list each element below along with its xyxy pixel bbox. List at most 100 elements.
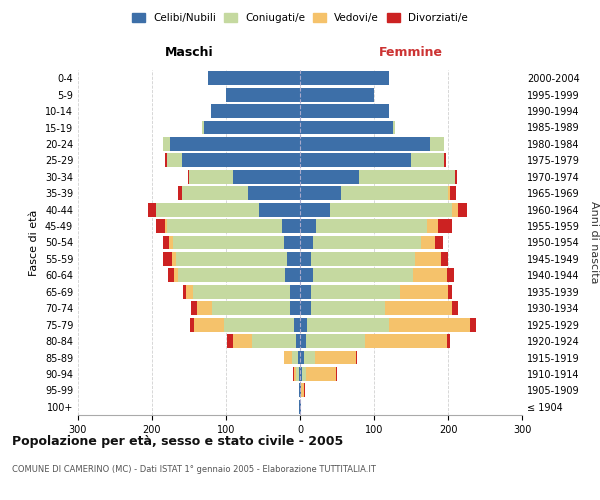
Bar	[163, 236, 169, 250]
Bar	[300, 268, 313, 282]
Bar	[450, 186, 456, 200]
Bar	[389, 318, 470, 332]
Bar	[452, 301, 458, 315]
Bar	[335, 367, 337, 381]
Bar	[299, 384, 300, 398]
Bar	[293, 367, 294, 381]
Bar	[281, 219, 300, 233]
Bar	[311, 285, 400, 299]
Bar	[194, 318, 224, 332]
Bar	[300, 384, 301, 398]
Bar	[299, 367, 300, 381]
Bar	[156, 202, 259, 216]
Bar	[413, 268, 446, 282]
Bar	[300, 88, 374, 102]
Bar	[300, 400, 301, 414]
Bar	[182, 186, 248, 200]
Bar	[300, 350, 304, 364]
Bar	[173, 236, 284, 250]
Bar	[300, 71, 389, 85]
Bar	[204, 120, 300, 134]
Bar	[356, 350, 357, 364]
Bar	[301, 384, 304, 398]
Bar	[176, 252, 287, 266]
Bar	[365, 334, 446, 348]
Bar	[189, 170, 233, 184]
Bar	[430, 137, 445, 151]
Bar	[315, 350, 356, 364]
Bar	[193, 285, 290, 299]
Bar	[341, 186, 448, 200]
Bar	[452, 202, 458, 216]
Bar	[400, 285, 448, 299]
Bar	[167, 154, 182, 168]
Bar	[285, 268, 300, 282]
Bar	[300, 301, 311, 315]
Bar	[290, 301, 300, 315]
Bar	[300, 219, 316, 233]
Bar	[174, 268, 178, 282]
Bar	[307, 318, 389, 332]
Bar	[300, 202, 329, 216]
Bar	[233, 170, 300, 184]
Bar	[448, 186, 450, 200]
Bar	[164, 219, 167, 233]
Bar	[290, 285, 300, 299]
Bar	[300, 318, 307, 332]
Bar	[439, 219, 452, 233]
Bar	[252, 334, 296, 348]
Bar	[300, 137, 430, 151]
Text: Femmine: Femmine	[379, 46, 443, 59]
Bar	[411, 154, 445, 168]
Bar	[178, 268, 285, 282]
Bar	[304, 350, 315, 364]
Bar	[455, 170, 457, 184]
Bar	[306, 367, 335, 381]
Bar	[313, 236, 421, 250]
Bar	[186, 285, 193, 299]
Bar	[167, 219, 281, 233]
Bar	[415, 252, 440, 266]
Y-axis label: Fasce di età: Fasce di età	[29, 210, 39, 276]
Bar	[172, 252, 176, 266]
Bar	[440, 252, 448, 266]
Bar	[183, 285, 186, 299]
Bar	[211, 104, 300, 118]
Bar	[163, 137, 170, 151]
Bar	[170, 137, 300, 151]
Bar	[359, 170, 455, 184]
Bar	[436, 236, 443, 250]
Bar	[306, 334, 365, 348]
Legend: Celibi/Nubili, Coniugati/e, Vedovi/e, Divorziati/e: Celibi/Nubili, Coniugati/e, Vedovi/e, Di…	[132, 13, 468, 23]
Bar	[284, 236, 300, 250]
Bar	[190, 318, 194, 332]
Bar	[294, 367, 296, 381]
Bar	[300, 285, 311, 299]
Bar	[259, 202, 300, 216]
Bar	[212, 301, 290, 315]
Bar	[311, 252, 415, 266]
Bar	[329, 202, 452, 216]
Bar	[300, 367, 302, 381]
Bar	[313, 268, 413, 282]
Bar	[304, 384, 305, 398]
Bar	[298, 350, 300, 364]
Bar	[296, 367, 299, 381]
Bar	[448, 285, 452, 299]
Bar	[168, 268, 174, 282]
Bar	[284, 350, 292, 364]
Bar	[445, 154, 446, 168]
Bar	[316, 219, 427, 233]
Y-axis label: Anni di nascita: Anni di nascita	[589, 201, 599, 283]
Bar	[299, 400, 300, 414]
Text: Popolazione per età, sesso e stato civile - 2005: Popolazione per età, sesso e stato civil…	[12, 435, 343, 448]
Bar	[311, 301, 385, 315]
Bar	[248, 186, 300, 200]
Bar	[300, 252, 311, 266]
Bar	[156, 219, 164, 233]
Bar	[300, 334, 306, 348]
Bar	[166, 154, 167, 168]
Bar	[226, 88, 300, 102]
Bar	[169, 236, 173, 250]
Bar	[385, 301, 452, 315]
